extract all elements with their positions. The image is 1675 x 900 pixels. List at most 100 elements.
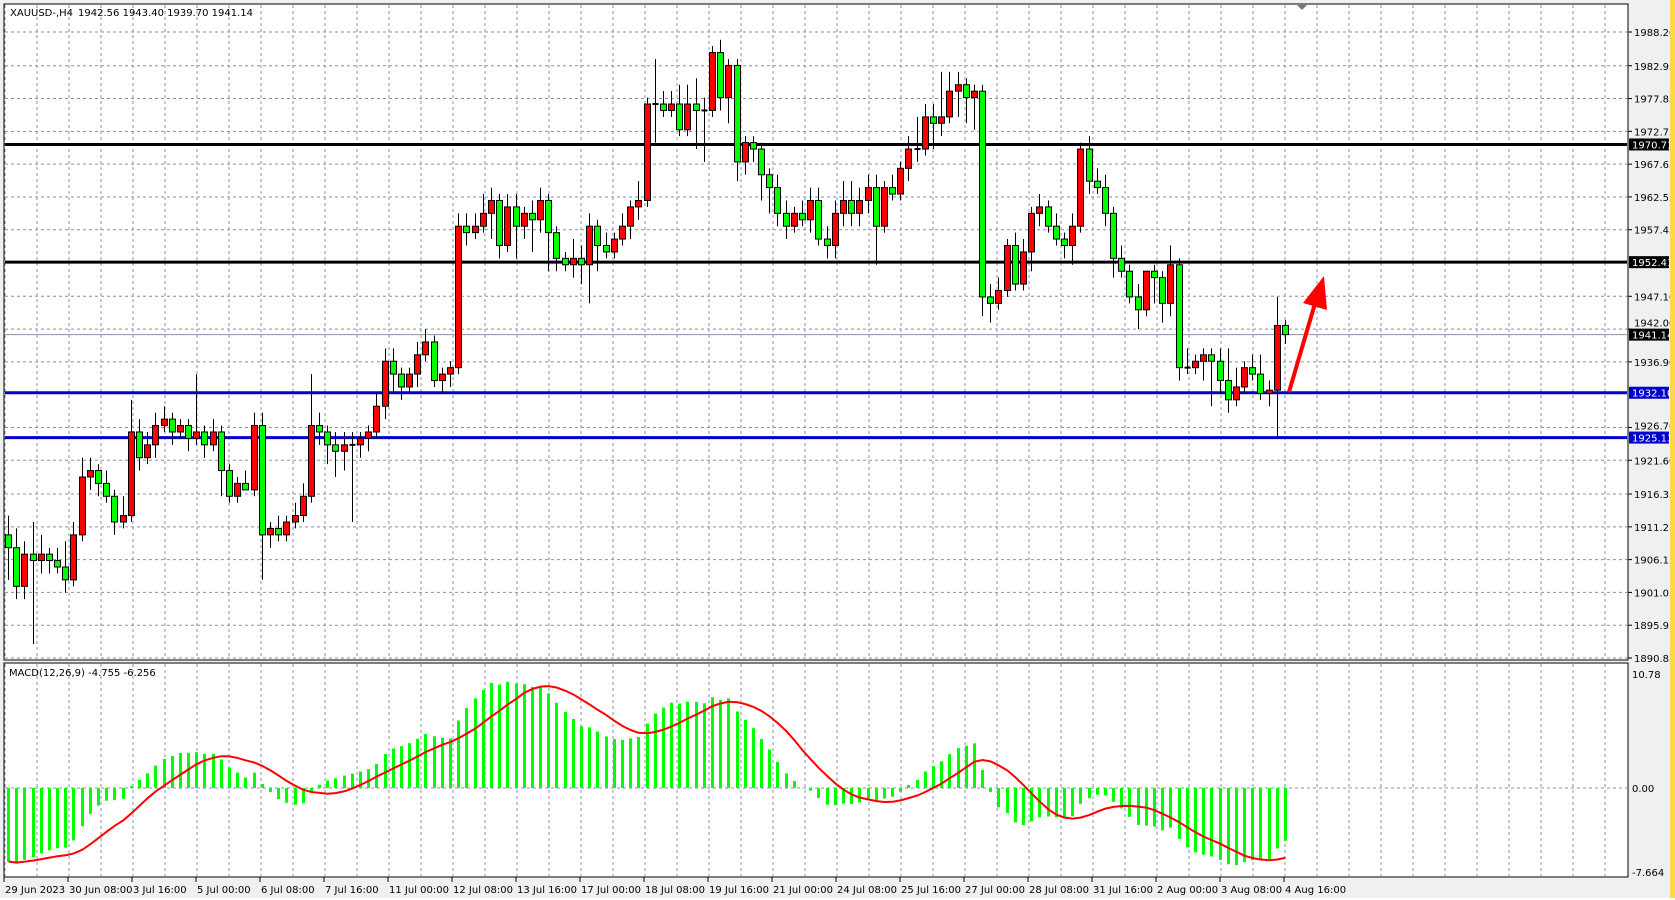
candle[interactable] (914, 116, 921, 162)
candle[interactable] (873, 174, 880, 265)
candle[interactable] (1061, 232, 1068, 259)
candle[interactable] (1020, 239, 1027, 291)
candle[interactable] (807, 187, 814, 233)
candle[interactable] (1094, 168, 1101, 195)
candle[interactable] (1110, 206, 1117, 278)
candle[interactable] (1192, 354, 1199, 375)
candle[interactable] (586, 213, 593, 304)
candle[interactable] (897, 161, 904, 201)
candle[interactable] (1274, 296, 1281, 438)
candle[interactable] (1282, 320, 1289, 344)
candle[interactable] (1036, 194, 1043, 227)
candle[interactable] (815, 187, 822, 246)
candle[interactable] (13, 528, 20, 600)
candle[interactable] (1143, 270, 1150, 317)
candle[interactable] (668, 91, 675, 117)
candle[interactable] (390, 348, 397, 394)
candle[interactable] (676, 84, 683, 137)
candle[interactable] (652, 59, 659, 143)
candle[interactable] (144, 431, 151, 465)
candle[interactable] (774, 174, 781, 227)
candle[interactable] (283, 515, 290, 542)
candle[interactable] (496, 194, 503, 259)
candle[interactable] (87, 457, 94, 490)
main-plot-area[interactable] (3, 3, 1629, 661)
candle[interactable] (1167, 245, 1174, 317)
candle[interactable] (431, 335, 438, 387)
candle[interactable] (300, 483, 307, 522)
candle[interactable] (701, 97, 708, 162)
candle[interactable] (562, 251, 569, 272)
candle[interactable] (848, 181, 855, 227)
candle[interactable] (1257, 354, 1264, 400)
candle[interactable] (513, 194, 520, 259)
candle[interactable] (218, 425, 225, 497)
candle[interactable] (504, 194, 511, 252)
candle[interactable] (1200, 348, 1207, 381)
candle[interactable] (275, 515, 282, 542)
candle[interactable] (979, 84, 986, 317)
candle[interactable] (406, 367, 413, 394)
candle[interactable] (766, 168, 773, 214)
candle[interactable] (1266, 380, 1273, 407)
candle[interactable] (414, 341, 421, 387)
candle[interactable] (1118, 245, 1125, 278)
candle[interactable] (889, 174, 896, 201)
candle[interactable] (1126, 264, 1133, 304)
candle[interactable] (938, 71, 945, 137)
candle[interactable] (1217, 348, 1224, 394)
candle[interactable] (120, 496, 127, 529)
candle[interactable] (136, 419, 143, 471)
candle[interactable] (987, 284, 994, 323)
candle[interactable] (971, 84, 978, 130)
candle[interactable] (226, 464, 233, 503)
candle[interactable] (521, 206, 528, 240)
candle[interactable] (111, 489, 118, 535)
candle[interactable] (717, 39, 724, 111)
candle[interactable] (693, 78, 700, 150)
candle[interactable] (70, 521, 77, 587)
candle[interactable] (185, 419, 192, 452)
candle[interactable] (103, 470, 110, 503)
candle[interactable] (5, 515, 12, 580)
candle[interactable] (439, 367, 446, 394)
candle[interactable] (799, 200, 806, 227)
candle[interactable] (644, 97, 651, 207)
candle[interactable] (38, 534, 45, 574)
candle[interactable] (128, 399, 135, 522)
candle[interactable] (1053, 213, 1060, 246)
candle[interactable] (488, 187, 495, 240)
candle[interactable] (840, 181, 847, 227)
macd-plot-area[interactable] (3, 662, 1629, 878)
candle[interactable] (152, 412, 159, 458)
candle[interactable] (553, 226, 560, 272)
candle[interactable] (455, 213, 462, 375)
candle[interactable] (422, 329, 429, 362)
candle[interactable] (62, 541, 69, 593)
candle[interactable] (1135, 284, 1142, 330)
candle[interactable] (881, 181, 888, 233)
candle[interactable] (963, 78, 970, 124)
candle[interactable] (1241, 361, 1248, 394)
candle[interactable] (758, 142, 765, 201)
candle[interactable] (955, 71, 962, 117)
candle[interactable] (1012, 232, 1019, 291)
candle[interactable] (234, 476, 241, 503)
candle[interactable] (1159, 271, 1166, 323)
candle[interactable] (324, 425, 331, 465)
candle[interactable] (251, 412, 258, 497)
candle[interactable] (169, 412, 176, 445)
candle[interactable] (832, 200, 839, 259)
candle[interactable] (529, 200, 536, 252)
candle[interactable] (734, 59, 741, 182)
candle[interactable] (635, 181, 642, 220)
candle[interactable] (357, 431, 364, 458)
candle[interactable] (463, 213, 470, 246)
candle[interactable] (824, 226, 831, 259)
chart-shift-marker-icon[interactable] (1297, 5, 1307, 10)
candle[interactable] (373, 393, 380, 439)
candle[interactable] (1086, 136, 1093, 195)
candle[interactable] (316, 412, 323, 445)
candle[interactable] (46, 547, 53, 574)
